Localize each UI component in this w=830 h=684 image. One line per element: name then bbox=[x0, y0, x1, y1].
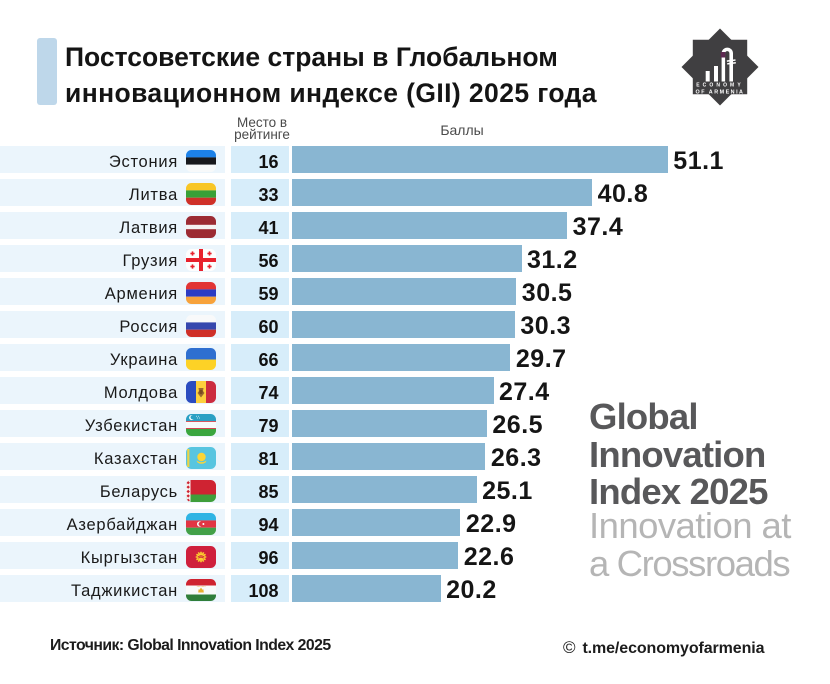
svg-text:ECONOMY: ECONOMY bbox=[696, 82, 744, 88]
svg-text:OF ARMENIA: OF ARMENIA bbox=[696, 90, 745, 96]
